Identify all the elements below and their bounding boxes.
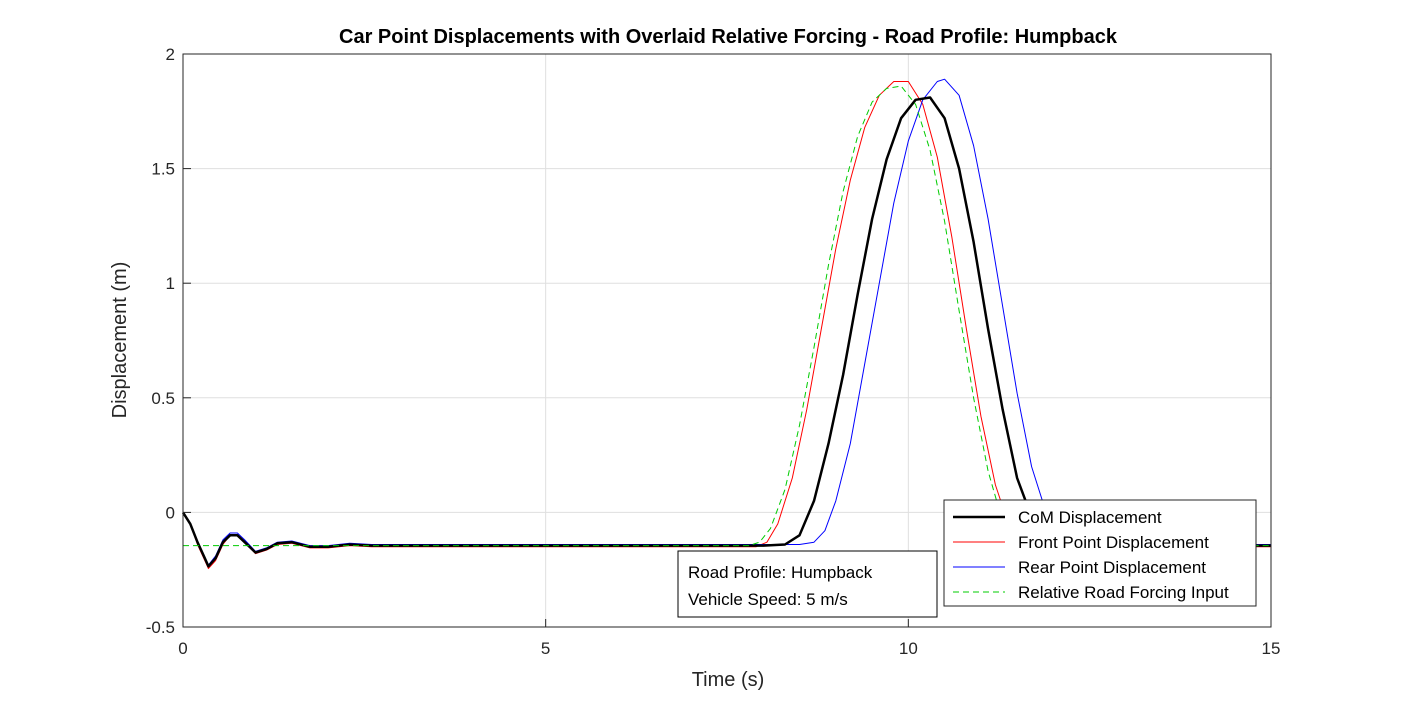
axes-box [182, 53, 1272, 628]
series-line-com [181, 96, 1271, 568]
legend: CoM Displacement Front Point Displacemen… [943, 499, 1257, 607]
y-tick-label: -0.5 [146, 618, 175, 637]
y-tick-label: 0 [166, 503, 175, 522]
annotation-line-profile: Road Profile: Humpback [688, 563, 873, 582]
legend-label-rear: Rear Point Displacement [1018, 558, 1206, 577]
chart-title: Car Point Displacements with Overlaid Re… [339, 26, 1118, 48]
x-tick-label: 0 [178, 639, 187, 658]
y-tick-label: 2 [166, 45, 175, 64]
x-tick-label: 5 [541, 639, 550, 658]
legend-label-road: Relative Road Forcing Input [1018, 583, 1229, 602]
y-tick-label: 0.5 [151, 389, 175, 408]
legend-label-com: CoM Displacement [1018, 508, 1162, 527]
legend-label-front: Front Point Displacement [1018, 533, 1209, 552]
series-line-rear [182, 78, 1271, 566]
y-axis-label: Displacement (m) [109, 262, 131, 419]
annotation-box: Road Profile: Humpback Vehicle Speed: 5 … [677, 550, 938, 618]
x-tick-label: 15 [1262, 639, 1281, 658]
y-tick-label: 1.5 [151, 160, 175, 179]
ticks: 0 5 10 15-0.500.511.52 [146, 45, 1281, 658]
x-axis-label: Time (s) [692, 669, 765, 691]
annotation-line-speed: Vehicle Speed: 5 m/s [688, 590, 848, 609]
y-tick-label: 1 [166, 274, 175, 293]
x-tick-label: 10 [899, 639, 918, 658]
